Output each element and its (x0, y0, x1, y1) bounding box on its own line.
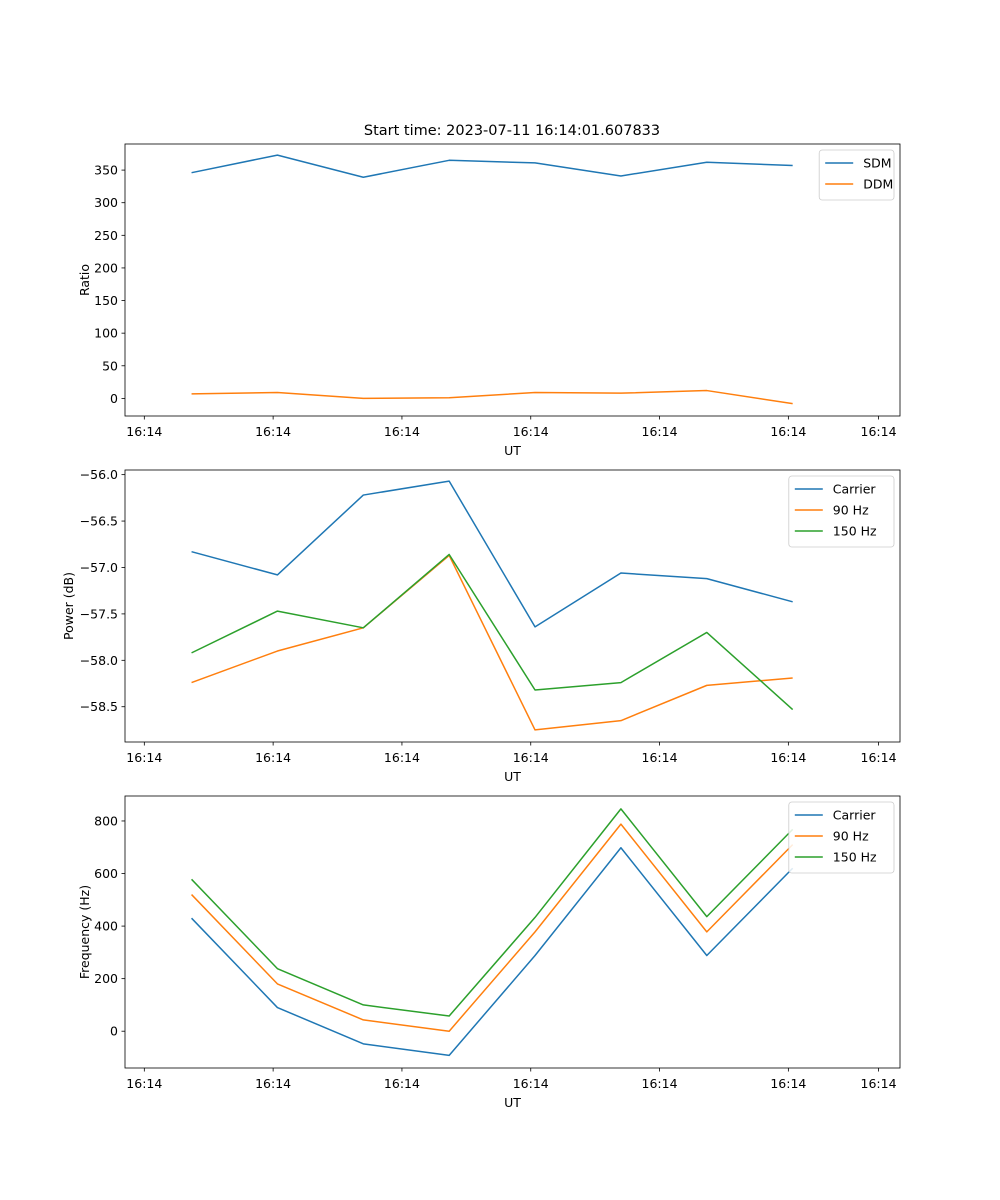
x-tick-label: 16:14 (770, 750, 806, 765)
legend: Carrier 90 Hz 150 Hz (788, 475, 895, 548)
y-tick-label: 800 (94, 813, 118, 828)
legend-label-150-hz: 150 Hz (833, 524, 877, 539)
legend-label-carrier: Carrier (833, 482, 877, 497)
x-tick-label: 16:14 (770, 424, 806, 439)
y-tick-label: 0 (110, 1024, 118, 1039)
x-tick-label: 16:14 (642, 1076, 678, 1091)
series-line-150-hz (191, 808, 794, 1017)
x-tick-label: 16:14 (126, 424, 162, 439)
plot-frame (124, 795, 901, 1069)
legend-label-90-hz: 90 Hz (833, 829, 869, 844)
y-tick-label: −56.0 (80, 467, 118, 482)
y-tick-label: 50 (102, 358, 118, 373)
figure-title: Start time: 2023-07-11 16:14:01.607833 (364, 123, 660, 139)
x-tick-label: 16:14 (255, 424, 291, 439)
series-line-carrier (191, 847, 794, 1057)
y-tick-label: 0 (110, 391, 118, 406)
legend-label-150-hz: 150 Hz (833, 850, 877, 865)
x-tick-label: 16:14 (384, 1076, 420, 1091)
plot-frame (124, 469, 901, 743)
y-tick-label: −57.5 (80, 606, 118, 621)
y-tick-label: −58.0 (80, 653, 118, 668)
legend-box (788, 475, 895, 548)
y-tick-label: 600 (94, 866, 118, 881)
x-tick-label: 16:14 (513, 424, 549, 439)
series-line-90-hz (191, 823, 794, 1032)
x-axis-label: UT (504, 443, 521, 458)
panels: 16:14 16:14 16:14 16:14 16:14 16:14 16:14 UT 0 50… (61, 143, 901, 1110)
legend-label-ddm: DDM (863, 177, 893, 192)
y-tick-label: 400 (94, 919, 118, 934)
x-axis-label: UT (504, 769, 521, 784)
legend-label-carrier: Carrier (833, 808, 877, 823)
y-tick-label: 200 (94, 260, 118, 275)
y-axis-label: Frequency (Hz) (77, 885, 92, 979)
x-axis-label: UT (504, 1095, 521, 1110)
series-line-sdm (191, 154, 793, 179)
x-tick-label: 16:14 (861, 424, 897, 439)
y-tick-label: 100 (94, 326, 118, 341)
y-tick-label: 300 (94, 195, 118, 210)
y-tick-label: 350 (94, 163, 118, 178)
x-tick-label: 16:14 (513, 1076, 549, 1091)
legend: SDM DDM (818, 149, 895, 201)
y-axis-label: Ratio (77, 264, 92, 296)
series-line-90-hz (191, 554, 793, 731)
y-tick-label: 200 (94, 971, 118, 986)
y-tick-label: 150 (94, 293, 118, 308)
legend-box (788, 801, 895, 874)
y-tick-label: −58.5 (80, 699, 118, 714)
legend-label-sdm: SDM (863, 156, 891, 171)
x-tick-label: 16:14 (384, 750, 420, 765)
y-axis-label: Power (dB) (61, 572, 76, 640)
plot-frame (124, 143, 901, 417)
x-tick-label: 16:14 (770, 1076, 806, 1091)
legend: Carrier 90 Hz 150 Hz (788, 801, 895, 874)
chart-panel-1: 16:14 16:14 16:14 16:14 16:14 16:14 16:14 UT 0 50… (77, 143, 901, 458)
y-tick-label: 250 (94, 228, 118, 243)
x-tick-label: 16:14 (255, 1076, 291, 1091)
x-tick-label: 16:14 (126, 750, 162, 765)
x-tick-label: 16:14 (126, 1076, 162, 1091)
series-line-ddm (191, 389, 793, 405)
x-tick-label: 16:14 (861, 1076, 897, 1091)
chart-panel-2: 16:14 16:14 16:14 16:14 16:14 16:14 16:14 UT −58… (61, 467, 901, 784)
y-tick-label: −57.0 (80, 560, 118, 575)
x-tick-label: 16:14 (642, 750, 678, 765)
x-tick-label: 16:14 (642, 424, 678, 439)
x-tick-label: 16:14 (255, 750, 291, 765)
x-tick-label: 16:14 (513, 750, 549, 765)
x-tick-label: 16:14 (861, 750, 897, 765)
series-line-150-hz (191, 553, 794, 711)
y-tick-label: −56.5 (80, 514, 118, 529)
legend-label-90-hz: 90 Hz (833, 503, 869, 518)
x-tick-label: 16:14 (384, 424, 420, 439)
series-line-carrier (191, 480, 793, 628)
chart-panel-3: 16:14 16:14 16:14 16:14 16:14 16:14 16:14 UT 0 20… (77, 795, 901, 1110)
